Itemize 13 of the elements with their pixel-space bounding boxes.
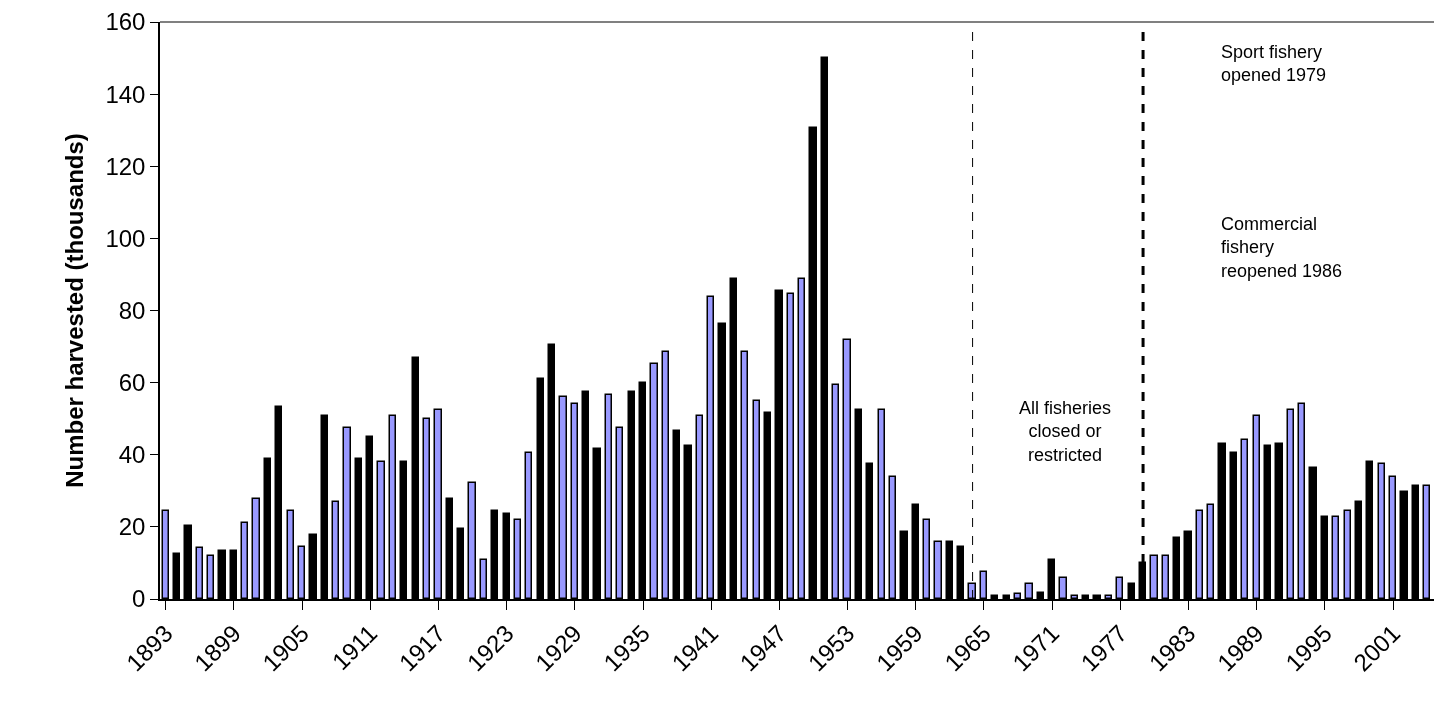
y-tick-label: 40 [118, 441, 146, 469]
y-tick-label: 140 [105, 80, 146, 108]
annotation: All fisheries closed or restricted [1019, 398, 1112, 465]
annotation: Commercial fishery reopened 1986 [1221, 214, 1343, 281]
y-tick-label: 120 [105, 152, 146, 180]
y-tick-label: 0 [132, 585, 146, 613]
y-tick-label: 80 [118, 296, 146, 324]
annotation: Sport fishery opened 1979 [1221, 42, 1327, 86]
y-tick-label: 20 [118, 513, 146, 541]
y-tick-label: 60 [118, 369, 146, 397]
y-tick-label: 160 [105, 8, 146, 36]
y-tick-label: 100 [105, 224, 146, 252]
y-axis-title: Number harvested (thousands) [61, 133, 88, 488]
